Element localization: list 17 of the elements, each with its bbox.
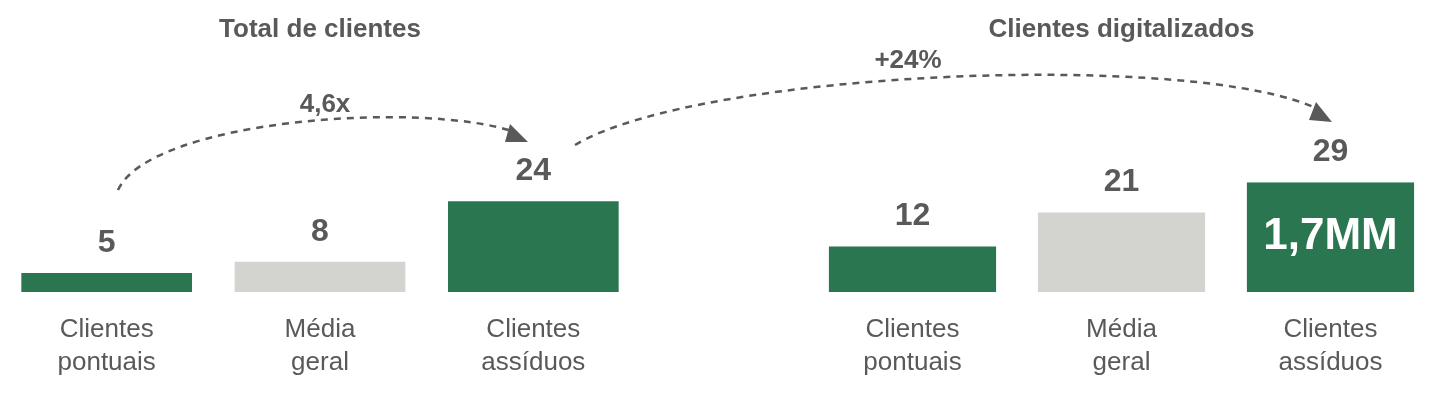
x-tick-label: Clientes assíduos: [481, 313, 586, 376]
text: +24%: [874, 44, 942, 75]
annotation: 1,7MM: [1263, 209, 1398, 259]
chart-title: Total de clientes: [219, 12, 421, 43]
x-tick-label: Clientes pontuais: [863, 313, 962, 376]
data-label: 8: [311, 211, 329, 248]
data-label: 24: [515, 150, 552, 187]
data-label: 29: [1312, 132, 1349, 169]
x-tick-label: Média geral: [1086, 313, 1158, 376]
chart-title: Clientes digitalizados: [988, 12, 1255, 43]
data-label: 5: [97, 222, 116, 259]
text: 4,6x: [299, 88, 351, 119]
x-tick-label: Clientes pontuais: [57, 313, 156, 376]
data-label: 12: [894, 196, 931, 233]
data-label: 21: [1103, 162, 1140, 199]
x-tick-label: Clientes assíduos: [1278, 313, 1383, 376]
x-tick-label: Média geral: [284, 313, 356, 376]
